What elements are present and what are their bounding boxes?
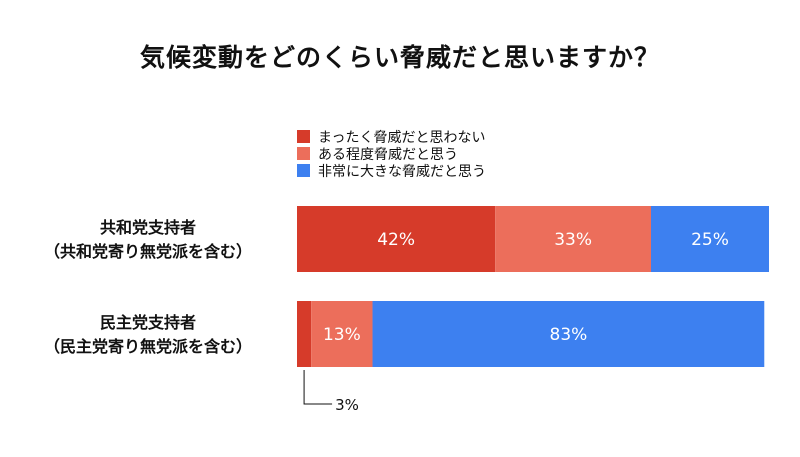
category-label: 民主党支持者 xyxy=(100,313,196,332)
bar-segment xyxy=(372,301,765,367)
legend-label: ある程度脅威だと思う xyxy=(318,146,458,163)
category-label: 共和党支持者 xyxy=(100,218,196,237)
data-label: 42% xyxy=(377,230,415,250)
category-label: （民主党寄り無党派を含む） xyxy=(44,337,252,356)
legend-swatch xyxy=(297,164,310,177)
bar-segment xyxy=(495,206,651,272)
annotation-leader-line xyxy=(303,370,333,405)
annotation-label: 3% xyxy=(335,396,359,414)
legend-swatch xyxy=(297,147,310,160)
data-label: 25% xyxy=(691,230,729,250)
bar-segment xyxy=(311,301,373,367)
bar-segment xyxy=(651,206,769,272)
legend-item: 非常に大きな脅威だと思う xyxy=(297,162,486,180)
bar-segment xyxy=(297,301,312,367)
legend-label: まったく脅威だと思わない xyxy=(318,129,486,146)
legend-item: ある程度脅威だと思う xyxy=(297,145,486,163)
legend-swatch xyxy=(297,130,310,143)
data-label: 13% xyxy=(323,325,361,345)
data-label: 33% xyxy=(554,230,592,250)
legend: まったく脅威だと思わない ある程度脅威だと思う 非常に大きな脅威だと思う xyxy=(297,128,486,180)
bar-segment xyxy=(297,206,496,272)
data-label: 83% xyxy=(550,325,588,345)
category-label: （共和党寄り無党派を含む） xyxy=(44,242,252,261)
chart-title: 気候変動をどのくらい脅威だと思いますか？ xyxy=(139,43,660,72)
legend-item: まったく脅威だと思わない xyxy=(297,128,486,146)
legend-label: 非常に大きな脅威だと思う xyxy=(318,163,486,180)
